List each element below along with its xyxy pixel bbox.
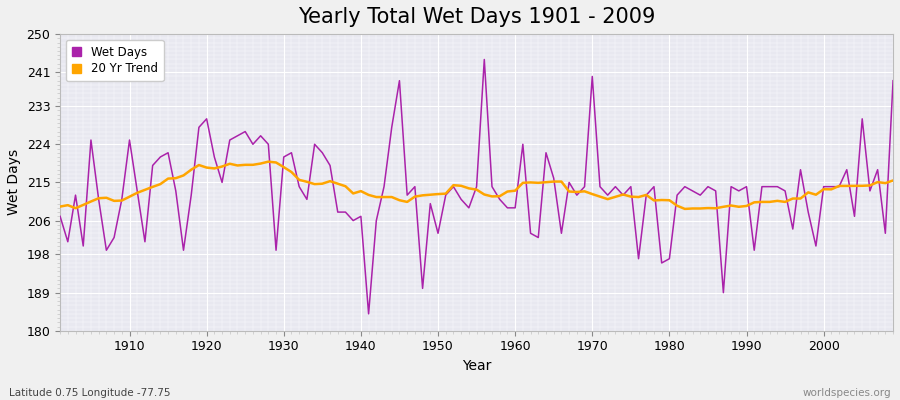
Wet Days	[518, 142, 528, 147]
20 Yr Trend	[55, 204, 66, 209]
20 Yr Trend	[116, 198, 127, 203]
Text: worldspecies.org: worldspecies.org	[803, 388, 891, 398]
Title: Yearly Total Wet Days 1901 - 2009: Yearly Total Wet Days 1901 - 2009	[298, 7, 655, 27]
20 Yr Trend	[340, 184, 351, 189]
Wet Days	[286, 150, 297, 155]
Y-axis label: Wet Days: Wet Days	[7, 149, 21, 216]
Wet Days	[479, 57, 490, 62]
Wet Days	[617, 193, 628, 198]
Wet Days	[887, 78, 898, 83]
20 Yr Trend	[263, 159, 274, 164]
20 Yr Trend	[680, 206, 690, 211]
20 Yr Trend	[293, 178, 304, 182]
Wet Days	[364, 312, 374, 316]
20 Yr Trend	[518, 180, 528, 185]
Line: Wet Days: Wet Days	[60, 60, 893, 314]
20 Yr Trend	[509, 188, 520, 193]
Line: 20 Yr Trend: 20 Yr Trend	[60, 162, 893, 209]
Text: Latitude 0.75 Longitude -77.75: Latitude 0.75 Longitude -77.75	[9, 388, 170, 398]
Wet Days	[332, 210, 343, 214]
Wet Days	[116, 197, 127, 202]
X-axis label: Year: Year	[462, 359, 491, 373]
20 Yr Trend	[610, 194, 621, 199]
20 Yr Trend	[887, 178, 898, 183]
Wet Days	[526, 231, 536, 236]
Wet Days	[55, 214, 66, 219]
Legend: Wet Days, 20 Yr Trend: Wet Days, 20 Yr Trend	[66, 40, 164, 81]
